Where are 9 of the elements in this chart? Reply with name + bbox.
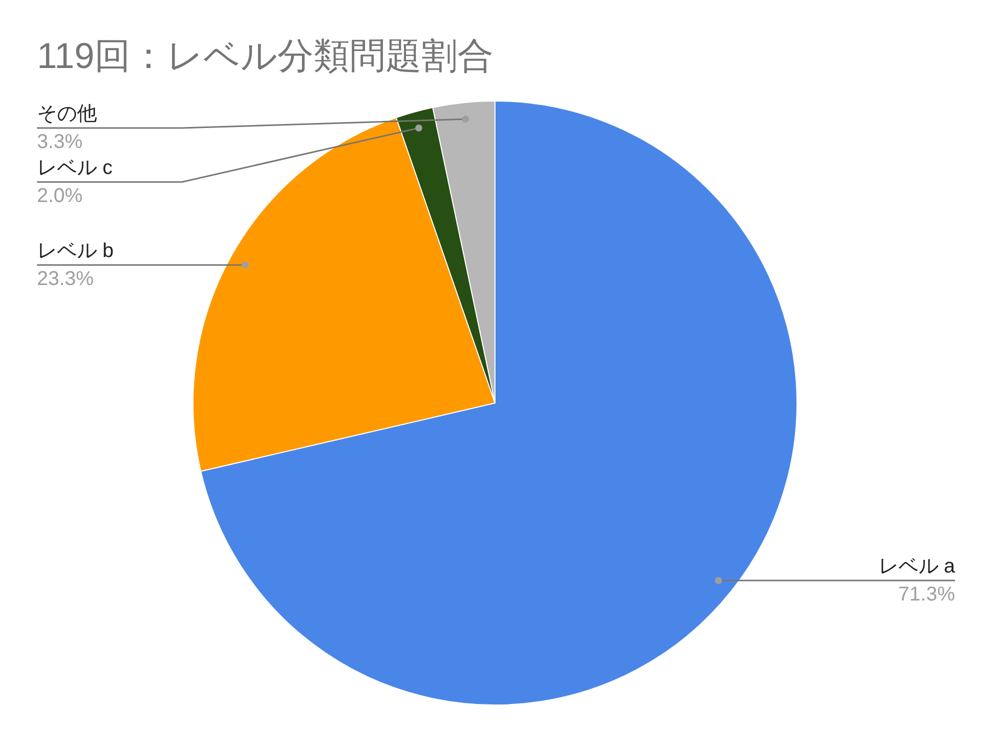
slice-label: レベル a	[878, 556, 956, 578]
slice-label: レベル c	[37, 157, 113, 179]
slice-label: その他	[37, 103, 97, 125]
slice-label: レベル b	[37, 240, 114, 262]
data-label: 23.3%	[37, 268, 94, 290]
data-label: 71.3%	[898, 584, 956, 606]
data-label: 3.3%	[37, 131, 83, 153]
data-label: 2.0%	[37, 185, 83, 207]
chart-title: 119回：レベル分類問題割合	[37, 35, 494, 76]
